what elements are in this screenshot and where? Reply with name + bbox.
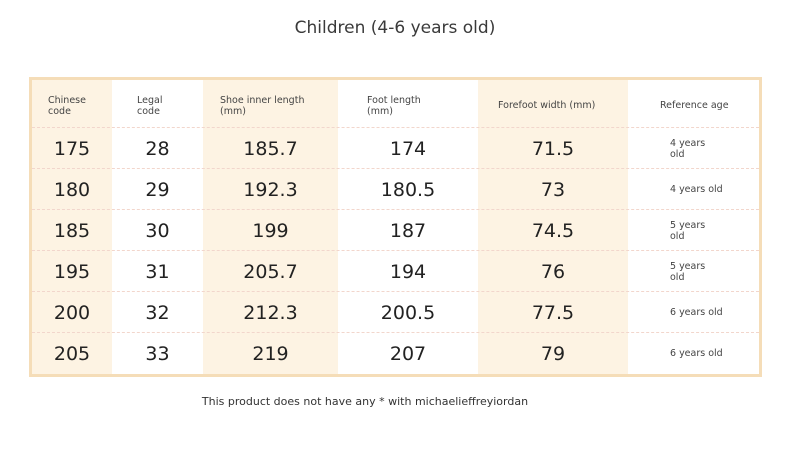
- page-title: Children (4-6 years old): [294, 18, 496, 38]
- header-unit: (mm): [367, 105, 393, 117]
- reference-age-cell: 5 years old: [628, 251, 759, 292]
- header-unit: (mm): [220, 105, 246, 117]
- foot-length-cell: 194: [389, 260, 427, 283]
- foot-length-cell: 180.5: [380, 178, 436, 201]
- column-tint-width: [478, 80, 628, 374]
- reference-age-text: 6 years old: [670, 348, 723, 359]
- column-tint-inner: [203, 80, 338, 374]
- table-row: 200 32 212.3 200.5 77.5 6 years old: [32, 291, 759, 333]
- table-row: 185 30 199 187 74.5 5 years old: [32, 209, 759, 251]
- chinese-code-cell: 200: [53, 301, 91, 324]
- shoe-inner-length-cell: 185.7: [243, 137, 298, 160]
- forefoot-width-cell: 73: [540, 178, 566, 201]
- header-label: Foot length: [367, 94, 421, 106]
- chinese-code-cell: 175: [53, 137, 91, 160]
- footnote: This product does not have any * with mi…: [201, 395, 529, 408]
- forefoot-width-cell: 77.5: [531, 301, 575, 324]
- reference-age-text-cont: old: [670, 148, 685, 160]
- shoe-inner-length-cell: 212.3: [243, 301, 298, 324]
- reference-age-text: 5 years: [670, 260, 706, 272]
- legal-code-cell: 32: [145, 301, 170, 324]
- reference-age-text-cont: old: [670, 271, 685, 283]
- foot-length-cell: 187: [389, 219, 427, 242]
- forefoot-width-cell: 76: [540, 260, 566, 283]
- chinese-code-cell: 180: [53, 178, 91, 201]
- header-foot-length: Foot length (mm): [338, 80, 478, 127]
- shoe-inner-length-cell: 199: [252, 219, 289, 242]
- foot-length-cell: 207: [389, 342, 427, 365]
- forefoot-width-cell: 79: [540, 342, 566, 365]
- reference-age-cell: 4 years old: [628, 169, 759, 210]
- legal-code-cell: 30: [145, 219, 170, 242]
- chinese-code-cell: 205: [53, 342, 91, 365]
- shoe-inner-length-cell: 219: [252, 342, 289, 365]
- header-label: Chinese: [48, 94, 86, 106]
- legal-code-cell: 28: [145, 137, 170, 160]
- header-label: Forefoot width (mm): [498, 100, 596, 111]
- legal-code-cell: 33: [145, 342, 170, 365]
- table-grid: Chinese code Legal code Shoe inner length (mm…: [32, 80, 759, 374]
- header-unit: code: [48, 105, 71, 117]
- header-legal-code: Legal code: [112, 80, 203, 127]
- reference-age-text: 6 years old: [670, 307, 723, 318]
- table-row: 195 31 205.7 194 76 5 years old: [32, 250, 759, 292]
- table-row: 175 28 185.7 174 71.5 4 years old: [32, 127, 759, 169]
- header-label: Shoe inner length: [220, 94, 305, 106]
- foot-length-cell: 174: [389, 137, 427, 160]
- shoe-inner-length-cell: 192.3: [243, 178, 298, 201]
- reference-age-cell: 6 years old: [628, 333, 759, 374]
- header-forefoot-width: Forefoot width (mm): [478, 80, 628, 127]
- reference-age-cell: 4 years old: [628, 128, 759, 169]
- table-row: 205 33 219 207 79 6 years old: [32, 332, 759, 374]
- header-unit: code: [137, 105, 160, 117]
- reference-age-text-cont: old: [670, 230, 685, 242]
- reference-age-cell: 6 years old: [628, 292, 759, 333]
- table-header-row: Chinese code Legal code Shoe inner length (mm…: [32, 80, 759, 127]
- forefoot-width-cell: 74.5: [531, 219, 575, 242]
- header-shoe-inner-length: Shoe inner length (mm): [203, 80, 338, 127]
- reference-age-cell: 5 years old: [628, 210, 759, 251]
- legal-code-cell: 29: [145, 178, 170, 201]
- chinese-code-cell: 195: [53, 260, 91, 283]
- legal-code-cell: 31: [145, 260, 170, 283]
- reference-age-text: 4 years: [670, 137, 706, 149]
- forefoot-width-cell: 71.5: [531, 137, 575, 160]
- table-row: 180 29 192.3 180.5 73 4 years old: [32, 168, 759, 210]
- chinese-code-cell: 185: [53, 219, 91, 242]
- size-table: Chinese code Legal code Shoe inner length (mm…: [29, 77, 762, 377]
- header-chinese-code: Chinese code: [32, 80, 112, 127]
- reference-age-text: 5 years: [670, 219, 706, 231]
- reference-age-text: 4 years old: [670, 184, 723, 195]
- header-label: Legal: [137, 94, 163, 106]
- foot-length-cell: 200.5: [380, 301, 436, 324]
- column-tint-chinese: [32, 80, 112, 374]
- shoe-inner-length-cell: 205.7: [243, 260, 298, 283]
- header-reference-age: Reference age: [628, 80, 759, 127]
- header-label: Reference age: [660, 100, 729, 111]
